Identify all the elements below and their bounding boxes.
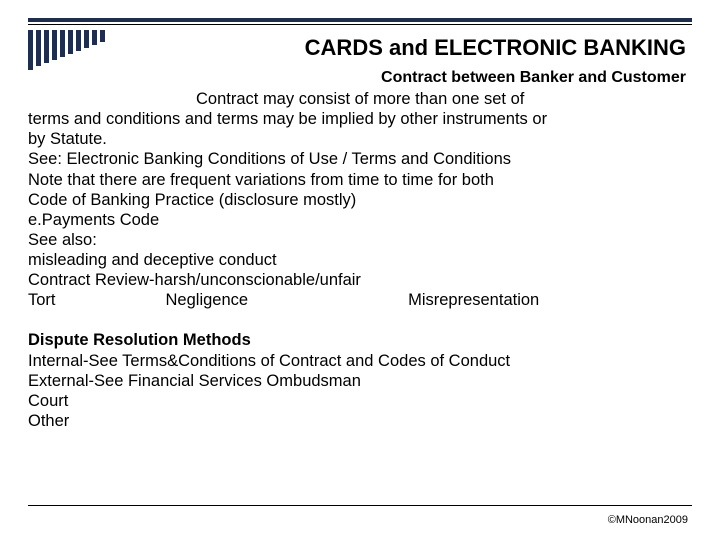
body-line: See also:: [28, 230, 692, 250]
top-rule: [28, 18, 692, 22]
decorative-bars: [28, 30, 105, 70]
body-line: terms and conditions and terms may be im…: [28, 109, 692, 129]
dispute-resolution: Dispute Resolution Methods Internal-See …: [28, 330, 692, 431]
section-line: Other: [28, 411, 692, 431]
body-text: Contract may consist of more than one se…: [28, 89, 692, 310]
section-line: Internal-See Terms&Conditions of Contrac…: [28, 351, 692, 371]
tort-c: Misrepresentation: [408, 291, 539, 309]
body-line: See: Electronic Banking Conditions of Us…: [28, 149, 692, 169]
body-line: Note that there are frequent variations …: [28, 170, 692, 190]
slide: CARDS and ELECTRONIC BANKING Contract be…: [0, 0, 720, 540]
body-line: e.Payments Code: [28, 210, 692, 230]
slide-subtitle: Contract between Banker and Customer: [28, 69, 686, 87]
body-line: by Statute.: [28, 129, 692, 149]
section-heading: Dispute Resolution Methods: [28, 330, 692, 350]
section-line: Court: [28, 391, 692, 411]
title-block: CARDS and ELECTRONIC BANKING Contract be…: [28, 35, 692, 87]
sub-rule: [28, 24, 692, 25]
body-line-tort: Tort Negligence Misrepresentation: [28, 290, 692, 310]
section-line: External-See Financial Services Ombudsma…: [28, 371, 692, 391]
body-line: Code of Banking Practice (disclosure mos…: [28, 190, 692, 210]
tort-a: Tort: [28, 291, 56, 309]
tort-b: Negligence: [166, 291, 249, 309]
body-line: Contract Review-harsh/unconscionable/unf…: [28, 270, 692, 290]
body-line: misleading and deceptive conduct: [28, 250, 692, 270]
bottom-rule: [28, 505, 692, 506]
slide-title: CARDS and ELECTRONIC BANKING: [28, 35, 686, 61]
copyright: ©MNoonan2009: [608, 514, 688, 526]
body-line: Contract may consist of more than one se…: [28, 89, 692, 109]
